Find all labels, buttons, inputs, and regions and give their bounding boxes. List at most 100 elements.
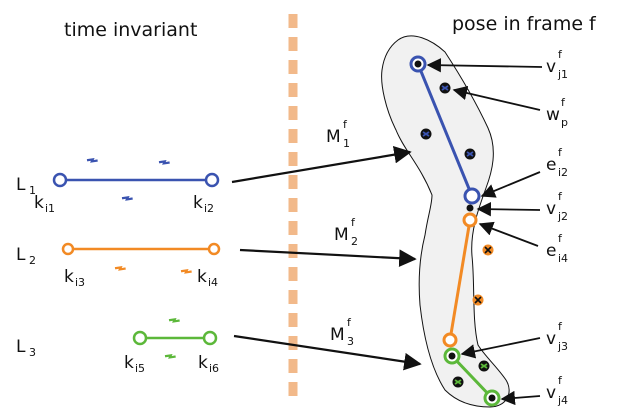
surface-point-orange-1 bbox=[482, 244, 494, 256]
mapping-label-m1: M 1 f bbox=[326, 118, 350, 150]
callout-arrow-vj1 bbox=[426, 58, 543, 73]
limb-l2-marker-1 bbox=[114, 265, 126, 271]
mapping-arrow-m3 bbox=[233, 334, 422, 371]
mapping-label-m2: M 2 f bbox=[334, 216, 358, 248]
svg-text:j4: j4 bbox=[557, 394, 568, 407]
limb-l3-label: L 3 bbox=[16, 337, 36, 359]
label-vj4: v f j4 bbox=[546, 374, 568, 407]
header-pose-in-frame: pose in frame f bbox=[452, 13, 597, 35]
limb-l2-marker-2 bbox=[180, 268, 192, 274]
mapping-arrow-m2 bbox=[239, 248, 417, 267]
svg-text:L: L bbox=[16, 337, 26, 357]
svg-text:1: 1 bbox=[29, 184, 36, 197]
keypoint-ki5 bbox=[132, 330, 148, 346]
svg-text:v: v bbox=[546, 199, 556, 219]
svg-text:M: M bbox=[330, 325, 345, 345]
svg-text:j2: j2 bbox=[557, 210, 568, 223]
svg-text:k: k bbox=[34, 193, 44, 213]
limb-l1-label: L 1 bbox=[16, 175, 36, 197]
svg-text:k: k bbox=[198, 353, 208, 373]
keypoint-orange-bottom bbox=[442, 332, 458, 348]
posed-orange-bone bbox=[448, 219, 472, 341]
limb-l2-label: L 2 bbox=[16, 245, 36, 267]
limb-l1-marker-3 bbox=[121, 195, 133, 201]
svg-text:f: f bbox=[558, 146, 563, 159]
limb-l1-marker-2 bbox=[158, 159, 170, 165]
svg-text:1: 1 bbox=[343, 137, 350, 150]
callout-arrow-ei2 bbox=[480, 171, 541, 198]
keypoint-ki6 bbox=[202, 330, 218, 346]
svg-text:e: e bbox=[546, 241, 556, 261]
svg-text:i5: i5 bbox=[135, 362, 145, 375]
joint-vj2 bbox=[466, 204, 474, 212]
keypoint-orange-top bbox=[462, 212, 478, 228]
surface-point-green-1 bbox=[478, 360, 490, 372]
svg-text:i3: i3 bbox=[75, 276, 85, 289]
svg-text:f: f bbox=[558, 374, 563, 387]
callout-arrow-vj2 bbox=[476, 202, 541, 217]
svg-text:f: f bbox=[558, 48, 563, 61]
callout-arrow-ei4 bbox=[478, 221, 539, 247]
svg-text:v: v bbox=[546, 329, 556, 349]
svg-text:M: M bbox=[334, 225, 349, 245]
label-vj1: v f j1 bbox=[546, 48, 568, 81]
keypoint-ki4-label: k i4 bbox=[197, 267, 218, 289]
svg-text:f: f bbox=[558, 232, 563, 245]
limb-l3-marker-2 bbox=[164, 353, 176, 359]
svg-text:i4: i4 bbox=[558, 252, 568, 265]
surface-point-blue-2 bbox=[420, 128, 432, 140]
joint-vj4 bbox=[488, 394, 496, 402]
svg-text:e: e bbox=[546, 155, 556, 175]
svg-text:f: f bbox=[347, 316, 352, 329]
svg-text:2: 2 bbox=[351, 235, 358, 248]
svg-text:i2: i2 bbox=[558, 166, 568, 179]
svg-text:i2: i2 bbox=[204, 202, 214, 215]
svg-text:L: L bbox=[16, 245, 26, 265]
svg-text:j1: j1 bbox=[557, 68, 568, 81]
keypoint-ei2 bbox=[463, 187, 481, 205]
svg-text:j3: j3 bbox=[557, 340, 568, 353]
keypoint-ki3 bbox=[61, 242, 75, 256]
svg-text:k: k bbox=[193, 193, 203, 213]
keypoint-ki1-label: k i1 bbox=[34, 193, 55, 215]
svg-text:f: f bbox=[558, 320, 563, 333]
header-time-invariant: time invariant bbox=[64, 19, 197, 41]
limb-l3-marker-1 bbox=[168, 317, 180, 323]
surface-point-green-2 bbox=[452, 376, 464, 388]
mapping-arrow-m1 bbox=[231, 145, 412, 184]
keypoint-ki6-label: k i6 bbox=[198, 353, 219, 375]
svg-text:f: f bbox=[351, 216, 356, 229]
label-vj2: v f j2 bbox=[546, 190, 568, 223]
svg-text:v: v bbox=[546, 383, 556, 403]
keypoint-ki3-label: k i3 bbox=[64, 267, 85, 289]
callout-arrow-vj4 bbox=[500, 390, 541, 406]
keypoint-ki1 bbox=[52, 172, 68, 188]
svg-text:f: f bbox=[558, 190, 563, 203]
label-wp: w f p bbox=[546, 96, 568, 129]
svg-text:M: M bbox=[326, 127, 341, 147]
svg-text:k: k bbox=[197, 267, 207, 287]
keypoint-ki2-label: k i2 bbox=[193, 193, 214, 215]
keypoint-ki4 bbox=[207, 242, 221, 256]
joint-vj3 bbox=[448, 352, 456, 360]
posed-green-bone bbox=[450, 354, 494, 400]
keypoint-ki2 bbox=[204, 172, 220, 188]
svg-text:f: f bbox=[561, 96, 566, 109]
posed-blue-bone bbox=[416, 63, 474, 197]
svg-text:3: 3 bbox=[29, 346, 36, 359]
surface-point-orange-2 bbox=[472, 294, 484, 306]
svg-text:i4: i4 bbox=[208, 276, 218, 289]
svg-text:f: f bbox=[343, 118, 348, 131]
svg-text:k: k bbox=[124, 353, 134, 373]
keypoint-ki5-label: k i5 bbox=[124, 353, 145, 375]
svg-text:i1: i1 bbox=[45, 202, 55, 215]
svg-text:3: 3 bbox=[347, 335, 354, 348]
surface-point-blue-1 bbox=[439, 82, 451, 94]
svg-text:i6: i6 bbox=[209, 362, 219, 375]
svg-text:2: 2 bbox=[29, 254, 36, 267]
joint-vj1-center bbox=[414, 60, 422, 68]
mapping-label-m3: M 3 f bbox=[330, 316, 354, 348]
svg-text:L: L bbox=[16, 175, 26, 195]
